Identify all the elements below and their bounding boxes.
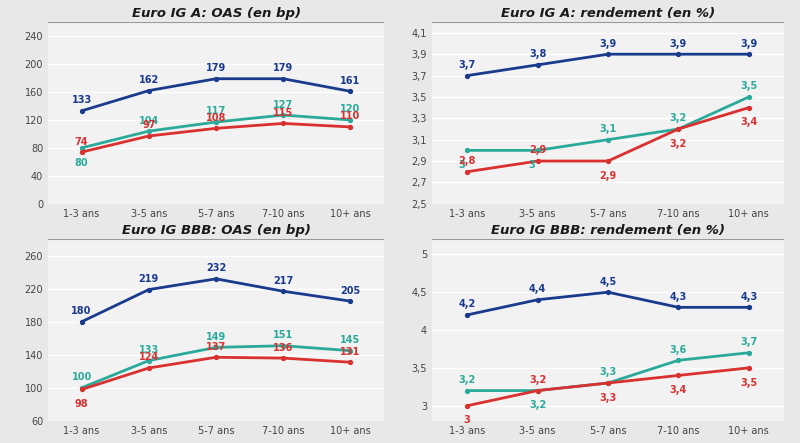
Text: 3,1: 3,1 (599, 124, 617, 134)
Text: 3,2: 3,2 (458, 375, 476, 385)
Text: 136: 136 (273, 342, 294, 353)
Text: 2,8: 2,8 (458, 156, 476, 166)
Text: 3,4: 3,4 (670, 385, 687, 395)
Text: 3,2: 3,2 (670, 113, 687, 124)
Legend: 24-mars-23, 27-sept.-24, 29-nov.-24: 24-mars-23, 27-sept.-24, 29-nov.-24 (86, 236, 346, 253)
Text: 3,5: 3,5 (740, 377, 758, 388)
Text: 4,3: 4,3 (740, 292, 758, 302)
Text: 3,2: 3,2 (670, 139, 687, 149)
Text: 3,9: 3,9 (599, 39, 617, 49)
Text: 180: 180 (71, 306, 92, 316)
Text: 131: 131 (340, 347, 361, 357)
Text: 179: 179 (206, 63, 226, 73)
Text: 108: 108 (206, 113, 226, 123)
Text: 127: 127 (273, 100, 294, 109)
Text: 133: 133 (71, 95, 92, 105)
Text: 3,3: 3,3 (599, 393, 617, 403)
Title: Euro IG A: rendement (en %): Euro IG A: rendement (en %) (501, 7, 715, 19)
Text: 120: 120 (340, 105, 361, 114)
Text: 2,9: 2,9 (529, 145, 546, 155)
Text: 74: 74 (75, 136, 88, 147)
Text: 110: 110 (340, 111, 361, 121)
Text: 3: 3 (458, 160, 465, 170)
Text: 151: 151 (273, 330, 294, 340)
Text: 205: 205 (340, 286, 361, 295)
Text: 3,2: 3,2 (529, 375, 546, 385)
Text: 133: 133 (138, 345, 159, 355)
Text: 3: 3 (464, 416, 470, 425)
Text: 3,9: 3,9 (740, 39, 758, 49)
Text: 97: 97 (142, 120, 155, 130)
Text: 137: 137 (206, 342, 226, 352)
Text: 98: 98 (74, 399, 89, 409)
Text: 3,7: 3,7 (740, 337, 758, 347)
Text: 124: 124 (138, 353, 159, 362)
Text: 217: 217 (273, 276, 294, 286)
Text: 3,5: 3,5 (740, 82, 758, 91)
Text: Source : Bloomberg, Amundi Investment Institute: Source : Bloomberg, Amundi Investment In… (432, 273, 639, 282)
Text: 115: 115 (273, 108, 294, 118)
Title: Euro IG BBB: OAS (en bp): Euro IG BBB: OAS (en bp) (122, 224, 310, 237)
Text: 161: 161 (340, 76, 361, 86)
Text: Source : Bloomberg, Amundi Investment Institute: Source : Bloomberg, Amundi Investment In… (48, 273, 255, 282)
Text: 149: 149 (206, 332, 226, 342)
Text: 80: 80 (74, 158, 89, 167)
Title: Euro IG A: OAS (en bp): Euro IG A: OAS (en bp) (131, 7, 301, 19)
Text: 3,8: 3,8 (529, 49, 546, 59)
Text: 3,9: 3,9 (670, 39, 687, 49)
Text: 145: 145 (340, 335, 361, 345)
Text: 4,5: 4,5 (599, 276, 617, 287)
Text: 3: 3 (529, 160, 535, 170)
Text: 100: 100 (71, 372, 92, 382)
Text: 4,2: 4,2 (458, 299, 476, 309)
Text: 4,4: 4,4 (529, 284, 546, 294)
Text: 104: 104 (138, 116, 159, 125)
Text: 162: 162 (138, 75, 159, 85)
Text: 2,9: 2,9 (599, 171, 617, 181)
Text: 3,3: 3,3 (599, 367, 617, 377)
Text: 3,4: 3,4 (740, 117, 758, 127)
Text: 117: 117 (206, 106, 226, 117)
Title: Euro IG BBB: rendement (en %): Euro IG BBB: rendement (en %) (491, 224, 725, 237)
Text: 179: 179 (273, 63, 294, 73)
Text: 3,2: 3,2 (529, 400, 546, 410)
Text: 3,6: 3,6 (670, 345, 687, 355)
Text: 4,3: 4,3 (670, 292, 687, 302)
Text: 219: 219 (138, 274, 159, 284)
Legend: 24-mars-23, 27-sept.-24, 29-nov.-24: 24-mars-23, 27-sept.-24, 29-nov.-24 (478, 236, 738, 253)
Text: 3,7: 3,7 (458, 60, 476, 70)
Text: 232: 232 (206, 263, 226, 273)
